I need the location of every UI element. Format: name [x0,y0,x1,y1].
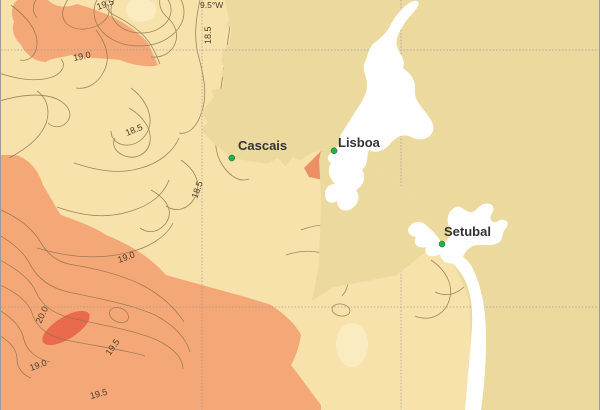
svg-text:Lisboa: Lisboa [338,135,381,150]
svg-text:18.5: 18.5 [203,26,213,44]
svg-text:Setubal: Setubal [444,224,491,239]
svg-text:Cascais: Cascais [238,138,287,153]
svg-text:9.5°W: 9.5°W [200,0,223,10]
